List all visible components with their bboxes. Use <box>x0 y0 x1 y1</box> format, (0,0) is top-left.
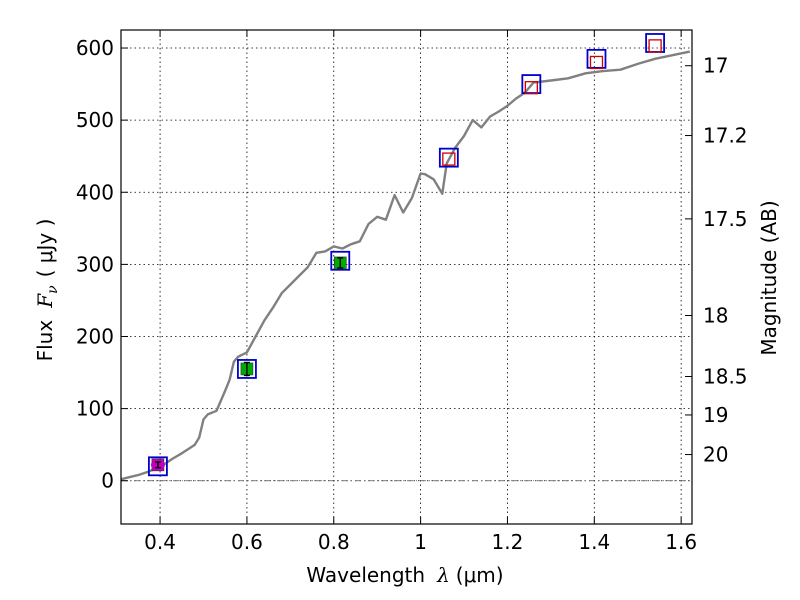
x-tick-label: 1 <box>414 530 427 554</box>
x-tick-label: 0.6 <box>231 530 263 554</box>
series-layer <box>120 33 691 481</box>
x-axis-label-text: Wavelength <box>306 563 425 587</box>
model-photometry-marker <box>438 147 459 168</box>
y-tick-label: 400 <box>76 180 114 204</box>
x-axis-symbol: λ <box>436 563 450 587</box>
y-tick-label: 300 <box>76 252 114 276</box>
x-tick-label: 0.8 <box>318 530 350 554</box>
model-photometry-marker <box>148 456 168 477</box>
y-tick-label: 200 <box>76 324 114 348</box>
y2-tick-label: 17 <box>703 54 728 78</box>
y-axis-symbol: F <box>33 293 57 309</box>
y-axis-label-text: Flux <box>33 320 57 362</box>
upper-limit-marker <box>524 81 538 95</box>
plot-area-frame <box>120 29 693 525</box>
y2-tick-label: 17.5 <box>703 207 748 231</box>
y-tick-label: 0 <box>101 469 114 493</box>
grid <box>121 30 692 524</box>
x-axis-label: Wavelength λ (μm) <box>306 563 503 587</box>
y-axis-subscript: ν <box>45 285 61 294</box>
x-tick-label: 1.2 <box>492 530 524 554</box>
y2-tick-label: 19 <box>703 403 728 427</box>
y-axis-ticks: 0 100 200 300 400 500 600 <box>76 36 128 493</box>
model-photometry-marker <box>330 250 351 271</box>
x-tick-label: 0.4 <box>144 530 176 554</box>
x-tick-label: 1.6 <box>665 530 697 554</box>
model-photometry-marker <box>237 359 257 379</box>
y-tick-label: 100 <box>76 397 114 421</box>
spectrum-line <box>120 50 691 481</box>
upper-limit-marker <box>589 55 604 70</box>
x-axis-unit: (μm) <box>456 563 504 587</box>
y2-tick-label: 17.2 <box>703 124 748 148</box>
y-tick-label: 500 <box>76 108 114 132</box>
y2-tick-label: 18.5 <box>703 364 748 388</box>
upper-limit-marker <box>648 39 662 53</box>
x-tick-label: 1.4 <box>578 530 610 554</box>
x-axis-ticks: 0.4 0.6 0.8 1 1.2 1.4 1.6 <box>144 30 697 554</box>
upper-limit-marker <box>442 152 456 166</box>
y-axis-unit: ( μJy ) <box>33 219 57 278</box>
y2-tick-label: 20 <box>703 443 728 467</box>
y-axis-label: Flux Fν ( μJy ) <box>33 219 61 362</box>
y2-tick-label: 18 <box>703 304 728 328</box>
y-tick-label: 600 <box>76 36 114 60</box>
y2-axis-ticks: 17 17.2 17.5 18 18.5 19 20 <box>685 54 748 467</box>
y2-axis-label: Magnitude (AB) <box>757 200 781 355</box>
